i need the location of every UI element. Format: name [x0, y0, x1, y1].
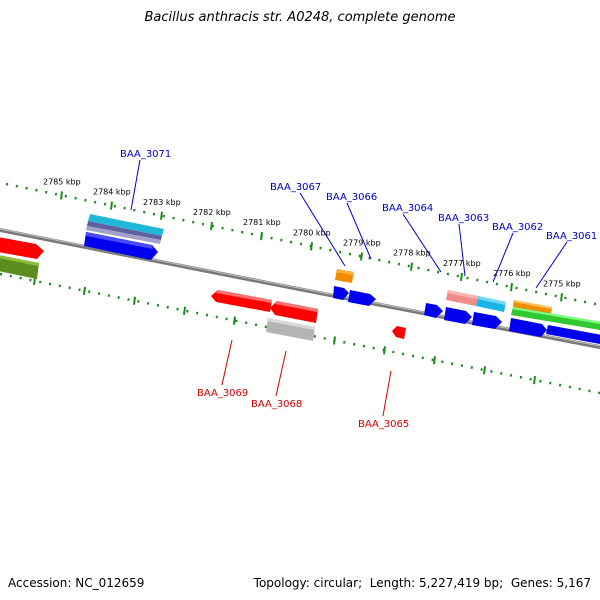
scale-tick-lower: [383, 346, 386, 355]
scale-tick: [310, 242, 313, 251]
gene-arrow-forward[interactable]: [444, 307, 472, 324]
scale-tick: [110, 201, 113, 210]
accession-info: Accession: NC_012659: [8, 576, 144, 590]
scale-tick: [160, 211, 163, 220]
reverse-gene-label[interactable]: BAA_3065: [358, 419, 409, 430]
reverse-gene-label-leader: [275, 350, 287, 397]
forward-gene-label-leader: [299, 192, 346, 267]
genes-value: 5,167: [556, 576, 591, 590]
tick-label: 2780 kbp: [293, 228, 331, 237]
map-title: Bacillus anthracis str. A0248, complete …: [144, 10, 456, 25]
forward-gene-label-leader: [535, 241, 568, 289]
tick-label: 2781 kbp: [243, 218, 281, 227]
scale-tick-lower: [233, 316, 236, 325]
forward-gene-label[interactable]: BAA_3063: [438, 213, 489, 224]
scale-ticks: 2785 kbp 2784 kbp 2783 kbp 2782 kbp 2781 kbp…: [33, 177, 581, 385]
scale-tick: [60, 191, 63, 200]
scale-tick: [260, 232, 263, 241]
reverse-gene-label-leader: [221, 339, 233, 386]
lower-scale-line: [0, 272, 600, 395]
gene-arrow-forward[interactable]: [472, 312, 502, 329]
tick-label: 2779 kbp: [343, 239, 381, 248]
scale-tick: [410, 262, 413, 271]
tick-label: 2776 kbp: [493, 269, 531, 278]
topology-value: circular: [313, 576, 359, 590]
gene-BAA_3069[interactable]: [211, 290, 272, 312]
forward-gene-label-leader: [130, 159, 141, 211]
topology-label: Topology:: [253, 576, 310, 590]
scale-tick: [510, 282, 513, 292]
scale-tick: [560, 293, 563, 302]
reverse-gene-label[interactable]: BAA_3069: [197, 388, 248, 399]
gene-BAA_3071[interactable]: [86, 214, 164, 244]
tick-label: 2782 kbp: [193, 208, 231, 217]
gene-labels: BAA_3071 BAA_3067 BAA_3066 BAA_3064 BAA_3063…: [120, 149, 597, 430]
tick-label: 2785 kbp: [43, 177, 81, 186]
forward-gene-label-leader: [346, 202, 372, 260]
reverse-gene-label[interactable]: BAA_3068: [251, 399, 302, 410]
forward-gene-label[interactable]: BAA_3071: [120, 149, 171, 160]
scale-tick-lower: [133, 296, 136, 305]
scale-tick: [360, 252, 363, 261]
gene-arrow-forward[interactable]: [509, 318, 547, 337]
reverse-gene-label-leader: [382, 370, 392, 417]
gene-BAA_3068[interactable]: [270, 301, 318, 323]
forward-gene-label[interactable]: BAA_3064: [382, 203, 433, 214]
genes-label: Genes:: [510, 576, 553, 590]
tick-label: 2777 kbp: [443, 259, 481, 268]
scale-tick-lower: [333, 336, 336, 345]
accession-label: Accession:: [8, 576, 72, 590]
scale-tick-lower: [183, 306, 186, 315]
tick-label: 2775 kbp: [543, 279, 581, 288]
gene-BAA_3065[interactable]: [392, 326, 406, 339]
scale-tick-lower: [483, 366, 486, 375]
forward-gene-label[interactable]: BAA_3062: [492, 222, 543, 233]
gene-BAA_3064[interactable]: [424, 303, 443, 318]
tick-label: 2778 kbp: [393, 249, 431, 258]
gene-green[interactable]: [511, 307, 600, 330]
tick-label: 2783 kbp: [143, 198, 181, 207]
tick-label: 2784 kbp: [93, 188, 131, 197]
gene-BAA_3066[interactable]: [333, 286, 349, 300]
forward-gene-label-leader: [458, 223, 466, 277]
upper-scale-line: [5, 182, 600, 307]
scale-tick-lower: [83, 286, 86, 295]
forward-gene-label[interactable]: BAA_3066: [326, 192, 377, 203]
gene-arrow-forward[interactable]: [348, 290, 376, 306]
scale-tick: [210, 221, 213, 231]
length-label: Length:: [369, 576, 416, 590]
gene-red-left[interactable]: [0, 237, 44, 259]
forward-gene-label[interactable]: BAA_3067: [270, 182, 321, 193]
forward-gene-label-leader: [402, 213, 442, 273]
gene-arrow-forward[interactable]: [546, 325, 600, 344]
scale-tick-lower: [433, 356, 436, 365]
genome-stats: Topology: circular; Length: 5,227,419 bp…: [253, 576, 591, 590]
gene-grey[interactable]: [266, 318, 315, 341]
scale-tick-lower: [533, 375, 536, 385]
accession-value: NC_012659: [75, 576, 145, 590]
forward-gene-label[interactable]: BAA_3061: [546, 231, 597, 242]
length-value: 5,227,419 bp: [419, 576, 500, 590]
scale-tick: [460, 272, 463, 282]
forward-gene-label-leader: [492, 232, 514, 283]
